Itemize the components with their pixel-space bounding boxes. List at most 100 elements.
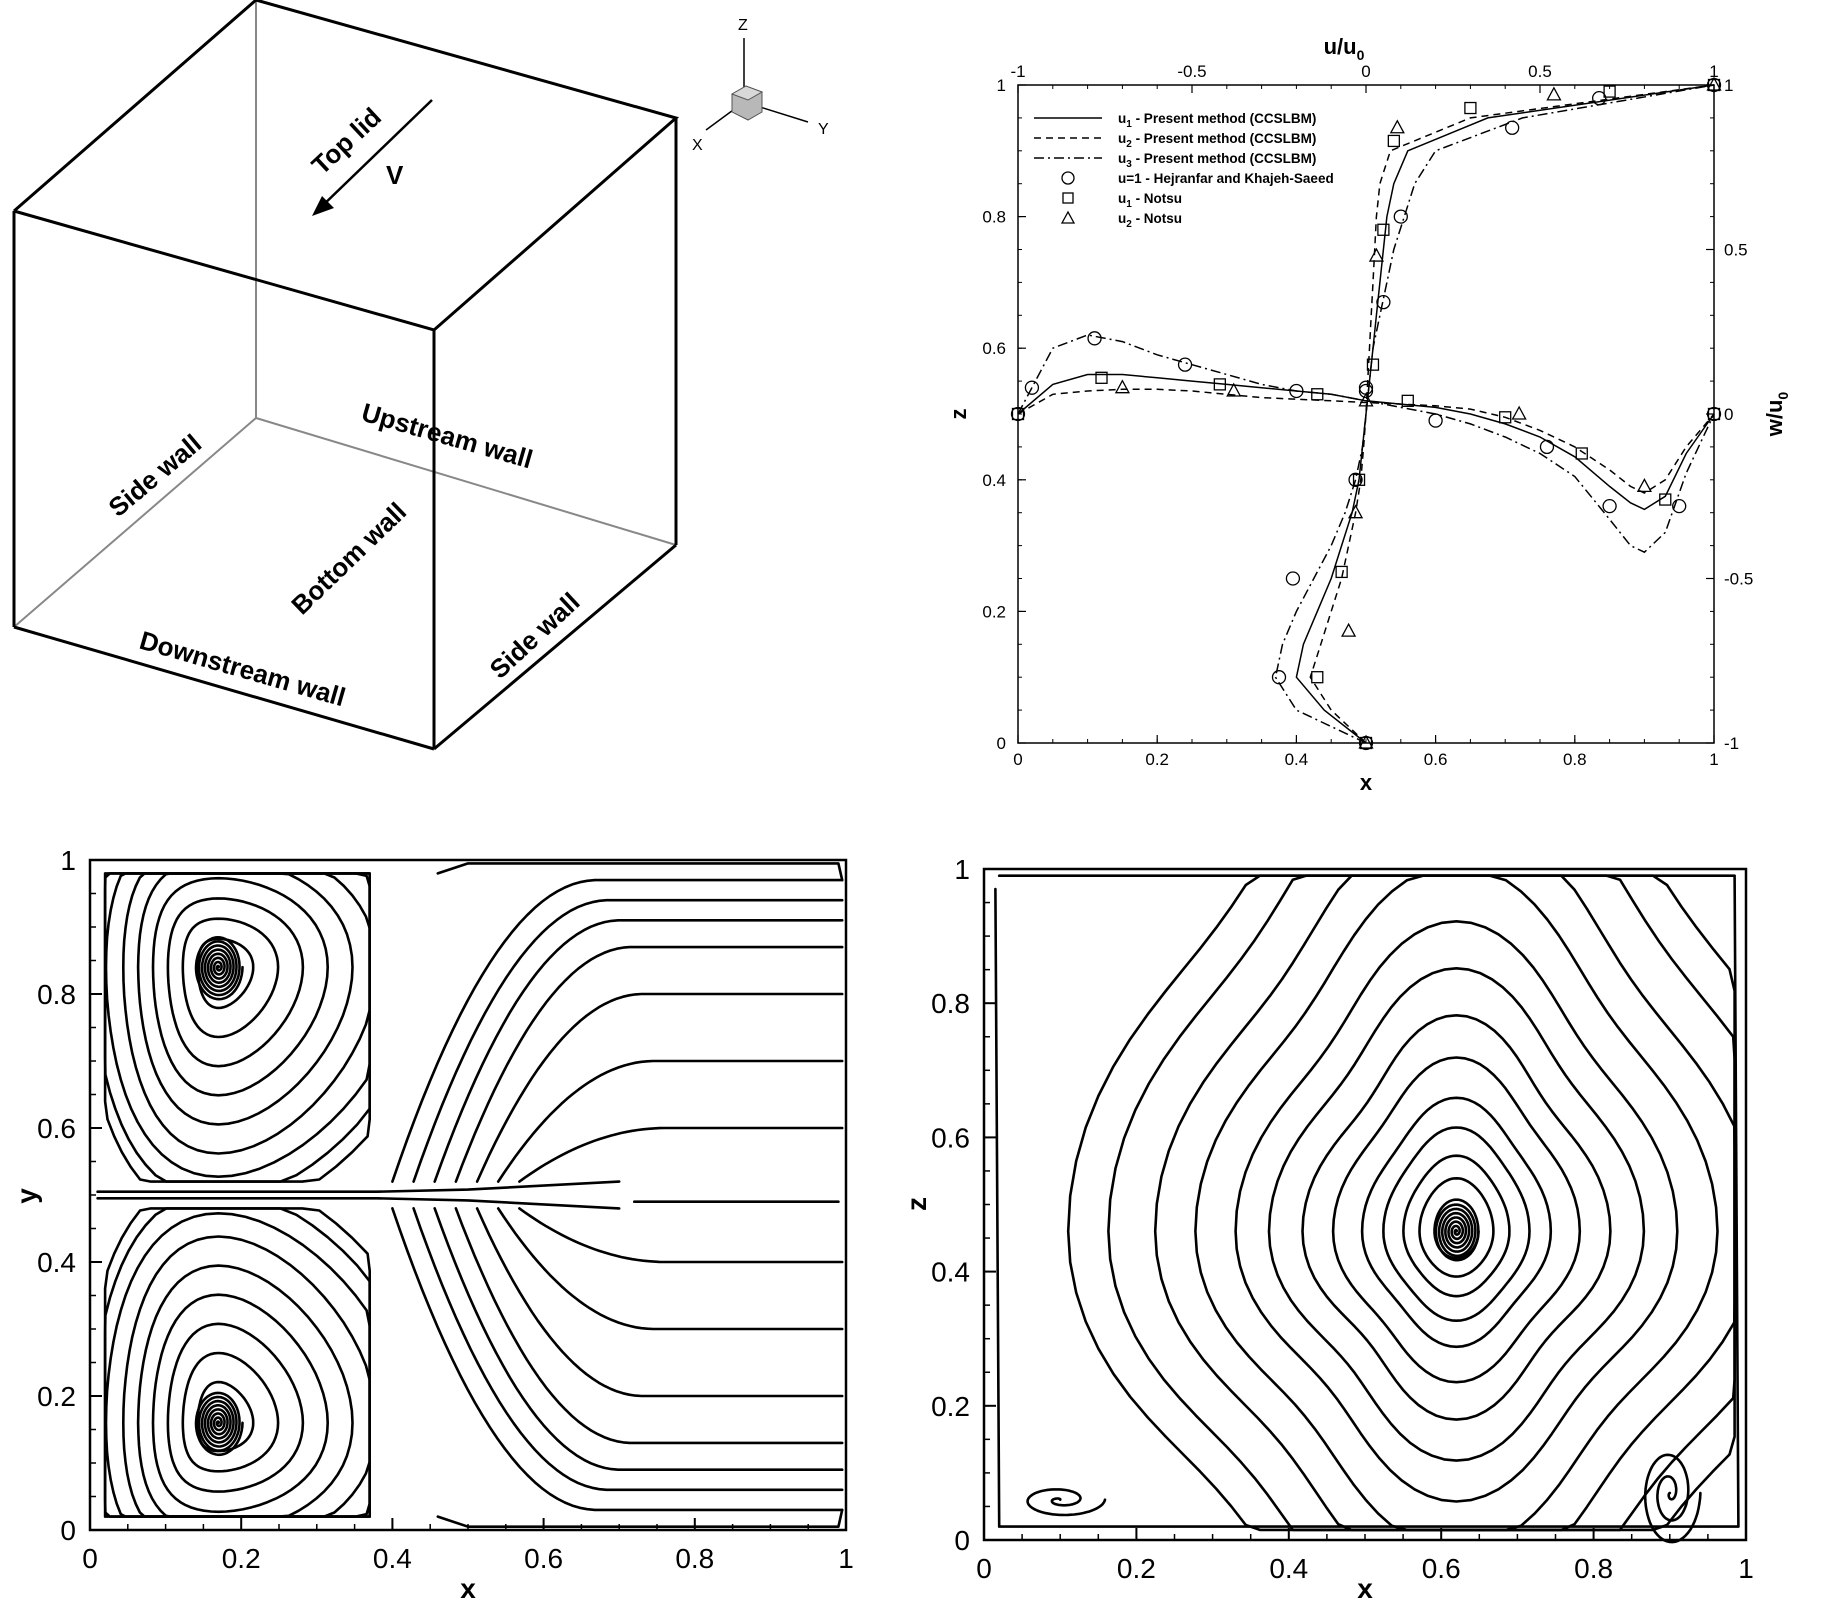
xz-vortex-core bbox=[1434, 1203, 1480, 1262]
u-marker-square bbox=[1387, 134, 1400, 148]
xy-streamlines bbox=[96, 862, 844, 1528]
u-marker-triangle bbox=[1546, 86, 1562, 101]
legend-entry-label: u=1 - Hejranfar and Khajeh-Saeed bbox=[1118, 171, 1334, 186]
w-marker-circle bbox=[1602, 498, 1617, 514]
w-marker-circle bbox=[1539, 439, 1555, 455]
xy-streamline-upper bbox=[412, 898, 844, 1183]
xy-streamline-lower bbox=[391, 1207, 844, 1512]
top-tick-label: 1 bbox=[1709, 62, 1718, 81]
w-marker-triangle bbox=[1636, 478, 1652, 493]
w-marker-triangle bbox=[1511, 405, 1527, 420]
triad-y-label: Y bbox=[818, 121, 829, 138]
label-bottom-wall: Bottom wall bbox=[285, 496, 412, 620]
xy-vortex-orbit bbox=[196, 937, 255, 1010]
y-tick-label: 1 bbox=[997, 76, 1006, 95]
xy-streamline-upper bbox=[518, 1126, 844, 1183]
x-tick-label: 0.6 bbox=[524, 1543, 563, 1574]
xy-vortex-core bbox=[194, 1391, 244, 1457]
w-marker-square bbox=[1011, 407, 1025, 421]
u-marker-triangle bbox=[1358, 734, 1374, 749]
u-marker-circle bbox=[1285, 571, 1301, 586]
legend-triangle-marker bbox=[1060, 210, 1076, 224]
w-marker-circle bbox=[1010, 406, 1026, 422]
u-marker-circle bbox=[1505, 120, 1520, 135]
xy-streamline-upper bbox=[433, 919, 844, 1183]
xy-vortex-orbit bbox=[103, 872, 371, 1183]
streamline-xy-chart: 0 0.2 0.4 0.6 0.8 1 0 0.2 0.4 0.6 0.8 1 x y bbox=[11, 845, 854, 1601]
u-marker-square bbox=[1335, 565, 1348, 579]
profile-right-axis-title: w/u0 bbox=[1762, 392, 1791, 438]
profile-curves bbox=[1017, 84, 1715, 744]
profile-markers bbox=[1010, 76, 1722, 751]
y-tick-label: 0.4 bbox=[931, 1257, 970, 1288]
u-marker-triangle bbox=[1368, 247, 1385, 262]
u-profile-curve-u1 bbox=[1295, 84, 1715, 744]
u-marker-triangle bbox=[1341, 622, 1357, 637]
u-marker-circle bbox=[1393, 209, 1408, 224]
w-marker-square bbox=[1213, 378, 1226, 391]
xz-vortex-orbit bbox=[1360, 1096, 1553, 1349]
y-tick-label: 0.2 bbox=[982, 602, 1006, 621]
w-marker-circle bbox=[1672, 498, 1687, 514]
u-marker-square bbox=[1464, 101, 1477, 115]
x-tick-label: 0 bbox=[1013, 750, 1022, 769]
profile-y-axis-title: z bbox=[946, 409, 971, 420]
label-velocity: V bbox=[386, 160, 404, 190]
y-tick-label: 0.4 bbox=[37, 1247, 76, 1278]
right-tick-label: -0.5 bbox=[1724, 570, 1753, 589]
xz-corner-vortex-right bbox=[1643, 1453, 1702, 1544]
xy-streamline-lower bbox=[454, 1207, 844, 1445]
u-marker-triangle bbox=[1347, 504, 1364, 519]
xy-separatrix-lower bbox=[96, 1197, 621, 1210]
y-tick-label: 0.8 bbox=[37, 979, 76, 1010]
xy-vortex-core bbox=[194, 936, 244, 1001]
xz-vortex-orbit bbox=[1382, 1126, 1531, 1322]
xy-vortex-orbit bbox=[104, 1212, 371, 1518]
legend-circle-marker bbox=[1061, 171, 1075, 185]
xz-vortex-orbit bbox=[1418, 1177, 1495, 1278]
xy-vortex-orbit bbox=[151, 1293, 329, 1514]
xy-vortex-orbit bbox=[151, 876, 329, 1097]
x-tick-label: 0.8 bbox=[675, 1543, 714, 1574]
w-marker-square bbox=[1575, 447, 1588, 460]
legend-entry-label: u2 - Present method (CCSLBM) bbox=[1118, 131, 1316, 150]
w-marker-circle bbox=[1289, 383, 1304, 399]
x-tick-label: 0.4 bbox=[373, 1543, 412, 1574]
xz-wall-streamline bbox=[994, 874, 1740, 1528]
xz-x-axis-title: x bbox=[1357, 1573, 1373, 1601]
cavity-visible-edges bbox=[12, 0, 680, 751]
y-tick-label: 0.2 bbox=[931, 1391, 970, 1422]
xy-wall-streamline-top bbox=[436, 862, 844, 882]
xz-corner-vortex-left bbox=[1026, 1488, 1107, 1517]
u-marker-square bbox=[1377, 223, 1390, 236]
profile-chart: 0 0.2 0.4 0.6 0.8 100.20.40.60.81-1 -0.5 0 0.5 1-… bbox=[946, 34, 1791, 795]
u-marker-square bbox=[1311, 671, 1324, 684]
legend-entry-label: u3 - Present method (CCSLBM) bbox=[1118, 151, 1316, 170]
xy-streamline-upper bbox=[391, 878, 844, 1183]
profile-legend: u1 - Present method (CCSLBM)u2 - Present… bbox=[1034, 111, 1334, 230]
xz-vortex-orbit bbox=[1301, 1014, 1612, 1421]
u-marker-triangle bbox=[1358, 392, 1374, 407]
xy-streamline-lower bbox=[412, 1207, 844, 1492]
xy-vortex-orbit bbox=[103, 1207, 371, 1518]
x-tick-label: 0.6 bbox=[1422, 1553, 1461, 1584]
xz-streamlines bbox=[994, 874, 1740, 1544]
w-marker-circle bbox=[1177, 357, 1193, 372]
top-tick-label: -1 bbox=[1010, 62, 1025, 81]
xz-vortex-orbit bbox=[1331, 1056, 1582, 1384]
profile-axis-ticks: 0 0.2 0.4 0.6 0.8 100.20.40.60.81-1 -0.5 0 0.5 1-… bbox=[982, 62, 1753, 769]
y-tick-label: 0.2 bbox=[37, 1381, 76, 1412]
xz-vortex-orbit bbox=[1153, 874, 1736, 1532]
x-tick-label: 0.4 bbox=[1269, 1553, 1308, 1584]
x-tick-label: 1 bbox=[838, 1543, 854, 1574]
right-tick-label: 0 bbox=[1724, 405, 1733, 424]
y-tick-label: 0.8 bbox=[931, 988, 970, 1019]
streamline-xz-chart: 0 0.2 0.4 0.6 0.8 1 0 0.2 0.4 0.6 0.8 1 x z bbox=[901, 854, 1754, 1601]
u-marker-circle bbox=[1358, 380, 1374, 395]
u-marker-square bbox=[1603, 85, 1616, 98]
xz-axis-ticks: 0 0.2 0.4 0.6 0.8 1 0 0.2 0.4 0.6 0.8 1 bbox=[931, 854, 1754, 1584]
label-side-wall-left: Side wall bbox=[103, 428, 208, 523]
legend-entry-label: u1 - Present method (CCSLBM) bbox=[1118, 111, 1316, 130]
xz-y-axis-title: z bbox=[901, 1197, 932, 1211]
